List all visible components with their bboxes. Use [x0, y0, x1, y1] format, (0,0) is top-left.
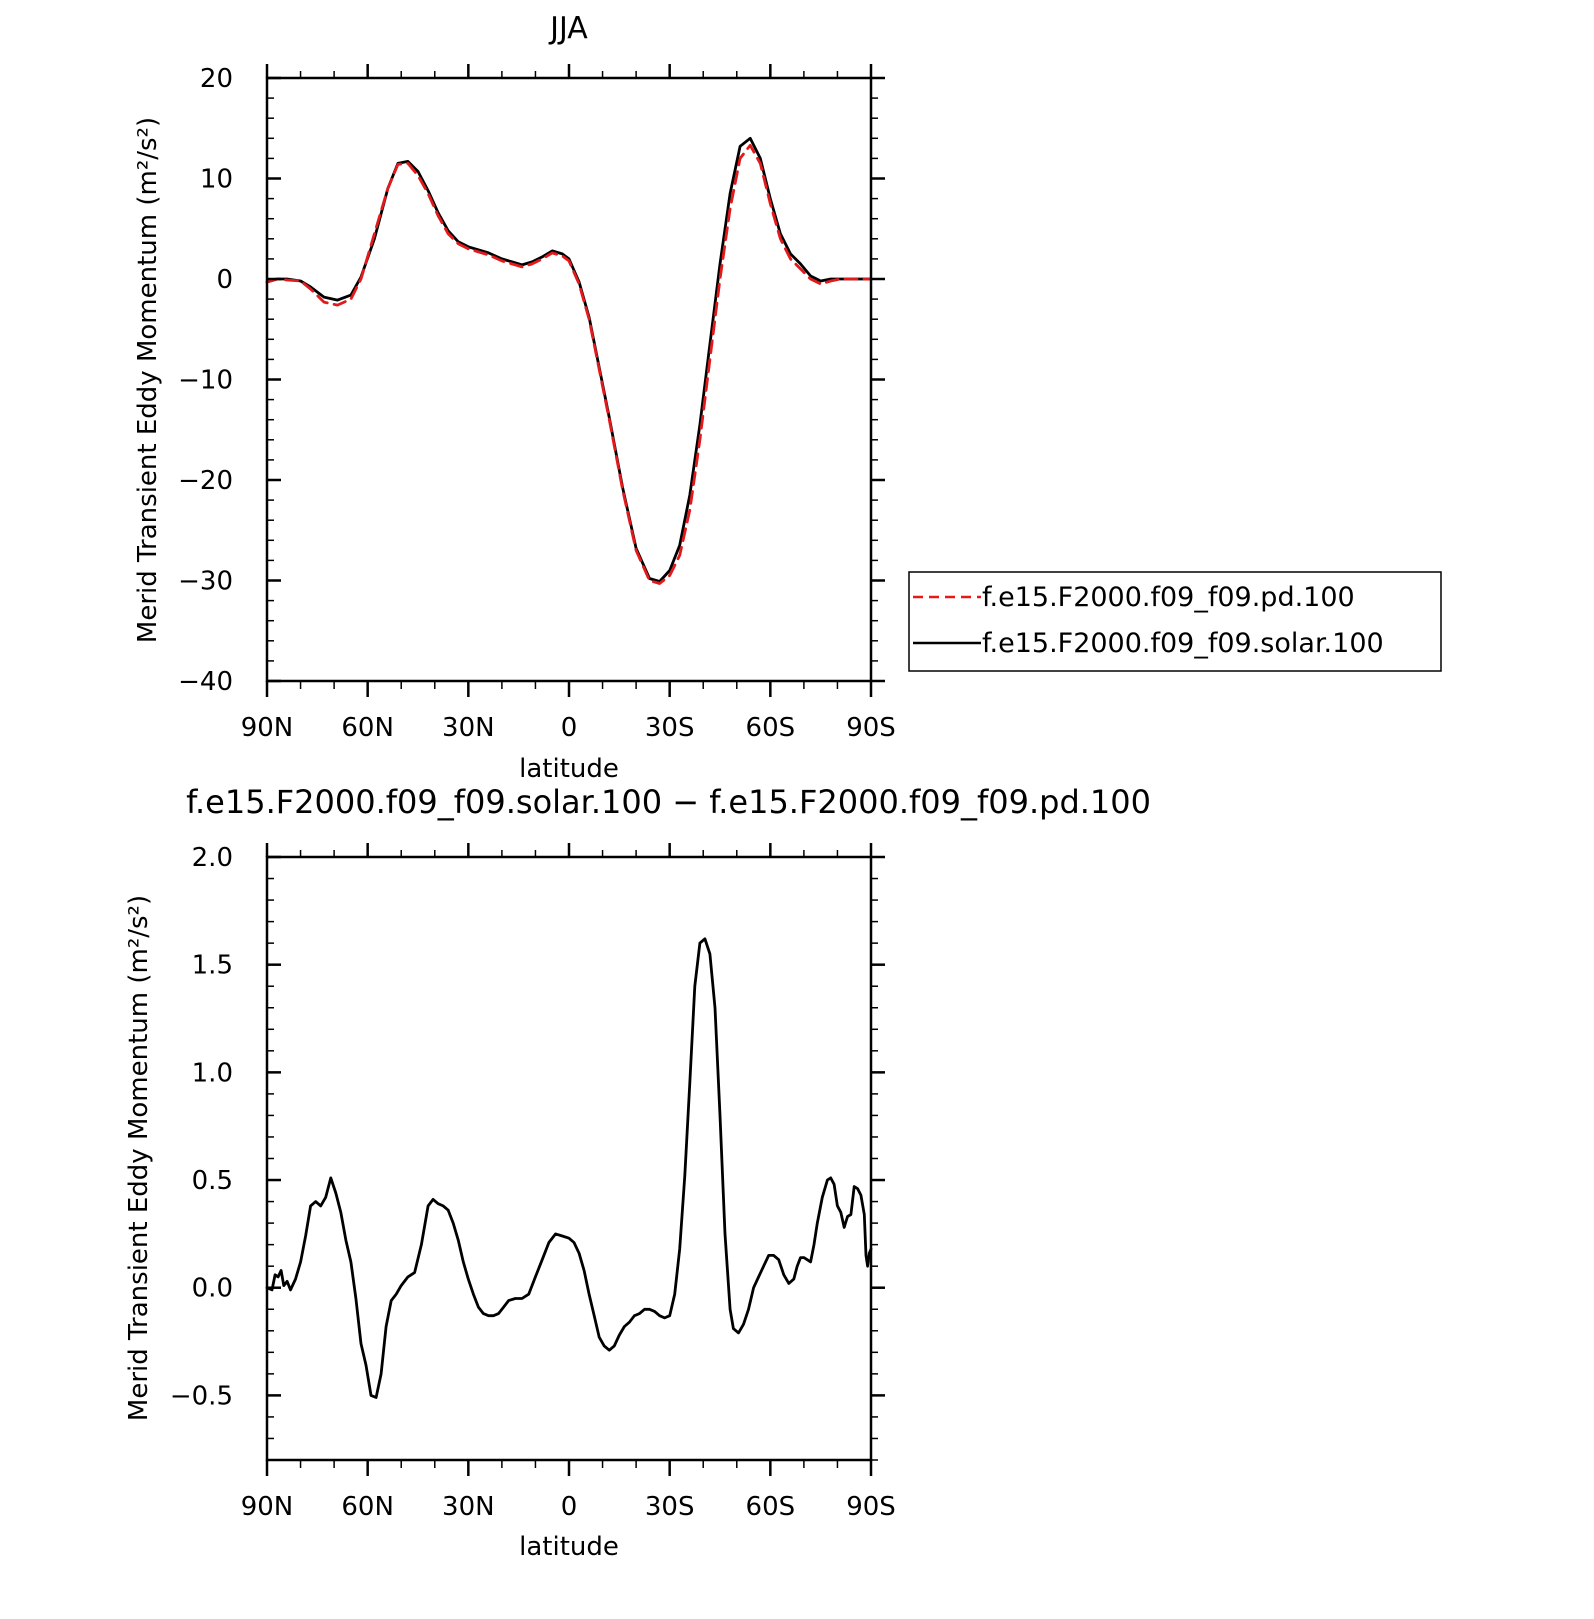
y-tick-label: 0.5 [192, 1166, 233, 1196]
y-tick-label: 10 [200, 165, 233, 195]
top-panel: JJA latitude Merid Transient Eddy Moment… [133, 11, 1442, 784]
bottom-panel-title: f.e15.F2000.f09_f09.solar.100 − f.e15.F2… [186, 783, 1151, 821]
legend: f.e15.F2000.f09_f09.pd.100 f.e15.F2000.f… [908, 571, 1442, 672]
y-tick-label: 20 [200, 64, 233, 94]
top-panel-title: JJA [548, 11, 588, 46]
y-tick-label: −40 [178, 667, 233, 697]
x-tick-label: 60N [341, 1492, 394, 1522]
top-panel-xlabel: latitude [519, 754, 619, 784]
x-tick-label: 60S [746, 713, 796, 743]
x-tick-label: 0 [561, 713, 578, 743]
x-tick-label: 90N [241, 1492, 294, 1522]
series-line-difference [265, 937, 873, 1399]
x-tick-label: 60N [341, 713, 394, 743]
x-tick-label: 60S [746, 1492, 796, 1522]
bottom-panel-xlabel: latitude [519, 1532, 619, 1562]
x-tick-label: 30S [645, 713, 695, 743]
y-tick-label: 0.0 [192, 1274, 233, 1304]
x-tick-label: 30S [645, 1492, 695, 1522]
bottom-panel-ylabel: Merid Transient Eddy Momentum (m²/s²) [124, 895, 154, 1421]
y-tick-label: −0.5 [170, 1381, 233, 1411]
bottom-panel-plot-frame [265, 855, 873, 1462]
y-tick-label: −10 [178, 366, 233, 396]
top-panel-ylabel: Merid Transient Eddy Momentum (m²/s²) [133, 117, 163, 643]
legend-box [908, 571, 1442, 672]
y-tick-label: 1.0 [192, 1058, 233, 1088]
y-tick-label: 0 [216, 265, 233, 295]
legend-label-pd: f.e15.F2000.f09_f09.pd.100 [982, 582, 1355, 613]
y-tick-label: −30 [178, 567, 233, 597]
y-tick-label: 1.5 [192, 951, 233, 981]
series-line-f-e15-f2000-f09-f09-pd-100 [265, 143, 873, 585]
x-tick-label: 90S [846, 713, 896, 743]
legend-label-solar: f.e15.F2000.f09_f09.solar.100 [982, 628, 1384, 659]
x-tick-label: 90S [846, 1492, 896, 1522]
top-panel-plot-frame [265, 76, 873, 683]
series-line-f-e15-f2000-f09-f09-solar-100 [265, 136, 873, 583]
y-tick-label: −20 [178, 466, 233, 496]
x-tick-label: 90N [241, 713, 294, 743]
y-tick-label: 2.0 [192, 843, 233, 873]
bottom-panel: f.e15.F2000.f09_f09.solar.100 − f.e15.F2… [124, 783, 1151, 1562]
x-tick-label: 0 [561, 1492, 578, 1522]
x-tick-label: 30N [442, 1492, 495, 1522]
x-tick-label: 30N [442, 713, 495, 743]
